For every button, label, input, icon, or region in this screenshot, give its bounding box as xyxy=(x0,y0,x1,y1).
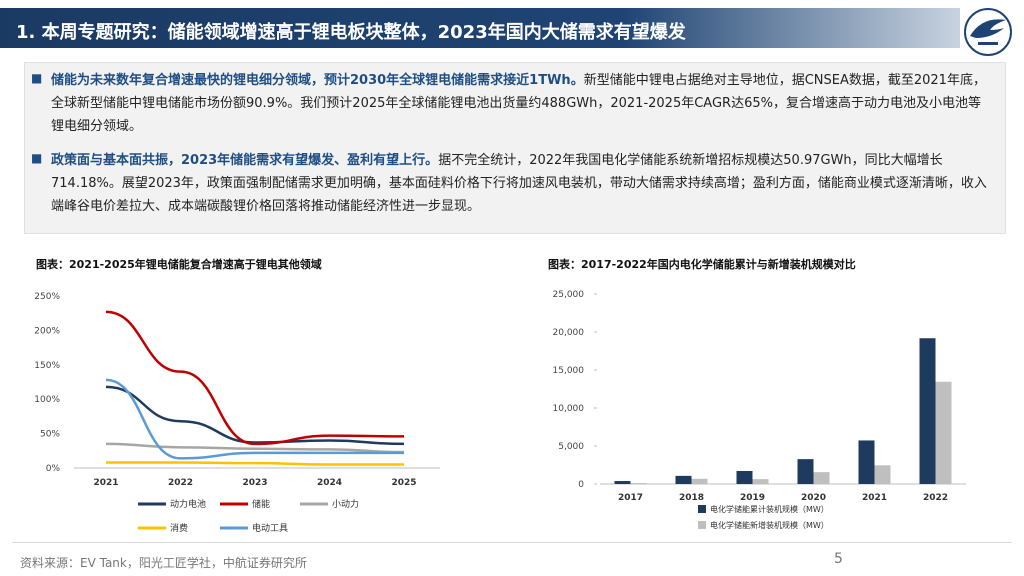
bar-2018-1 xyxy=(691,478,708,484)
x-tick-label: 2025 xyxy=(391,478,416,488)
page-number: 5 xyxy=(834,551,843,567)
right-chart-title: 图表：2017-2022年国内电化学储能累计与新增装机规模对比 xyxy=(548,258,856,271)
y-tick-label: 0 xyxy=(578,480,584,490)
series-line-消费 xyxy=(105,461,404,466)
bar-2021-0 xyxy=(858,440,875,484)
bullet-2-icon: ■ xyxy=(31,151,43,165)
x-tick-label: 2020 xyxy=(801,493,826,503)
title-bar: 1. 本周专题研究：储能领域增速高于锂电板块整体，2023年国内大储需求有望爆发 xyxy=(0,8,960,48)
bar-2022-1 xyxy=(935,381,952,484)
y-tick-label: 10,000 xyxy=(553,404,585,414)
legend-label: 消费 xyxy=(170,522,188,534)
bar-2017-0 xyxy=(614,481,631,484)
x-tick-label: 2022 xyxy=(923,493,948,503)
left-chart-title: 图表：2021-2025年锂电储能复合增速高于锂电其他领域 xyxy=(36,258,322,271)
x-tick-label: 2018 xyxy=(679,493,704,503)
legend-label: 电化学储能新增装机规模（MW） xyxy=(710,520,829,530)
y-tick-label: 15,000 xyxy=(553,366,585,376)
x-tick-label: 2019 xyxy=(740,493,765,503)
summary-highlight-2: 政策面与基本面共振，2023年储能需求有望爆发、盈利有望上行。 xyxy=(51,153,439,168)
summary-paragraph-1: 储能为未来数年复合增速最快的锂电细分领域，预计2030年全球锂电储能需求接近1T… xyxy=(51,69,991,138)
legend-label: 电化学储能累计装机规模（MW） xyxy=(710,504,829,514)
y-tick-label: 0% xyxy=(46,464,61,474)
y-tick-label: 5,000 xyxy=(558,442,584,452)
bar-2020-1 xyxy=(813,472,830,484)
bar-chart: 0 5,000 10,000 15,000 20,000 25,000 2017 2018 20… xyxy=(553,290,966,530)
footer-divider xyxy=(12,542,1012,543)
y-tick-label: 25,000 xyxy=(553,290,585,300)
bar-2022-0 xyxy=(919,338,936,484)
x-tick-label: 2021 xyxy=(862,493,887,503)
x-tick-label: 2021 xyxy=(93,478,118,488)
x-tick-label: 2024 xyxy=(317,478,342,488)
bar-2020-0 xyxy=(797,459,814,484)
y-tick-label: 250% xyxy=(34,292,60,302)
series-line-电动工具 xyxy=(105,378,404,460)
legend-label: 储能 xyxy=(252,498,270,510)
summary-paragraph-2: 政策面与基本面共振，2023年储能需求有望爆发、盈利有望上行。据不完全统计，20… xyxy=(51,149,991,218)
bullet-1-icon: ■ xyxy=(31,71,43,85)
bar-2019-0 xyxy=(736,471,753,484)
legend-swatch xyxy=(698,505,706,513)
legend-label: 电动工具 xyxy=(252,522,288,534)
summary-highlight-1: 储能为未来数年复合增速最快的锂电细分领域，预计2030年全球锂电储能需求接近1T… xyxy=(51,73,584,88)
summary-text-1: 新型储能中锂电占据绝对主导地位，据CNSEA数据，截至2021年底，全球新型储能… xyxy=(51,73,986,134)
legend-label: 动力电池 xyxy=(170,498,206,510)
y-tick-label: 20,000 xyxy=(553,328,585,338)
line-chart: 0% 50% 100% 150% 200% 250% 2021 2022 2023 2024 202… xyxy=(34,292,440,534)
series-line-小动力 xyxy=(105,442,405,454)
x-tick-label: 2017 xyxy=(618,493,643,503)
summary-text-2: 据不完全统计，2022年我国电化学储能系统新增招标规模达50.97GWh，同比大… xyxy=(51,153,987,214)
bar-2019-1 xyxy=(752,479,769,484)
x-tick-label: 2023 xyxy=(242,478,267,488)
y-tick-label: 200% xyxy=(34,326,60,336)
page-title: 1. 本周专题研究：储能领域增速高于锂电板块整体，2023年国内大储需求有望爆发 xyxy=(16,22,686,43)
legend-label: 小动力 xyxy=(332,498,359,510)
bar-2017-1 xyxy=(630,483,647,484)
logo-icon xyxy=(964,8,1012,56)
summary-box: ■ 储能为未来数年复合增速最快的锂电细分领域，预计2030年全球锂电储能需求接近… xyxy=(24,62,1006,234)
y-tick-label: 100% xyxy=(34,395,60,405)
series-line-储能 xyxy=(105,310,405,446)
legend-swatch xyxy=(698,521,706,529)
x-tick-label: 2022 xyxy=(168,478,193,488)
bar-2021-1 xyxy=(874,465,891,484)
bar-2018-0 xyxy=(675,475,692,484)
y-tick-label: 150% xyxy=(34,361,60,371)
y-tick-label: 50% xyxy=(40,430,60,440)
footer-source: 资料来源：EV Tank，阳光工匠学社，中航证券研究所 xyxy=(20,556,307,570)
